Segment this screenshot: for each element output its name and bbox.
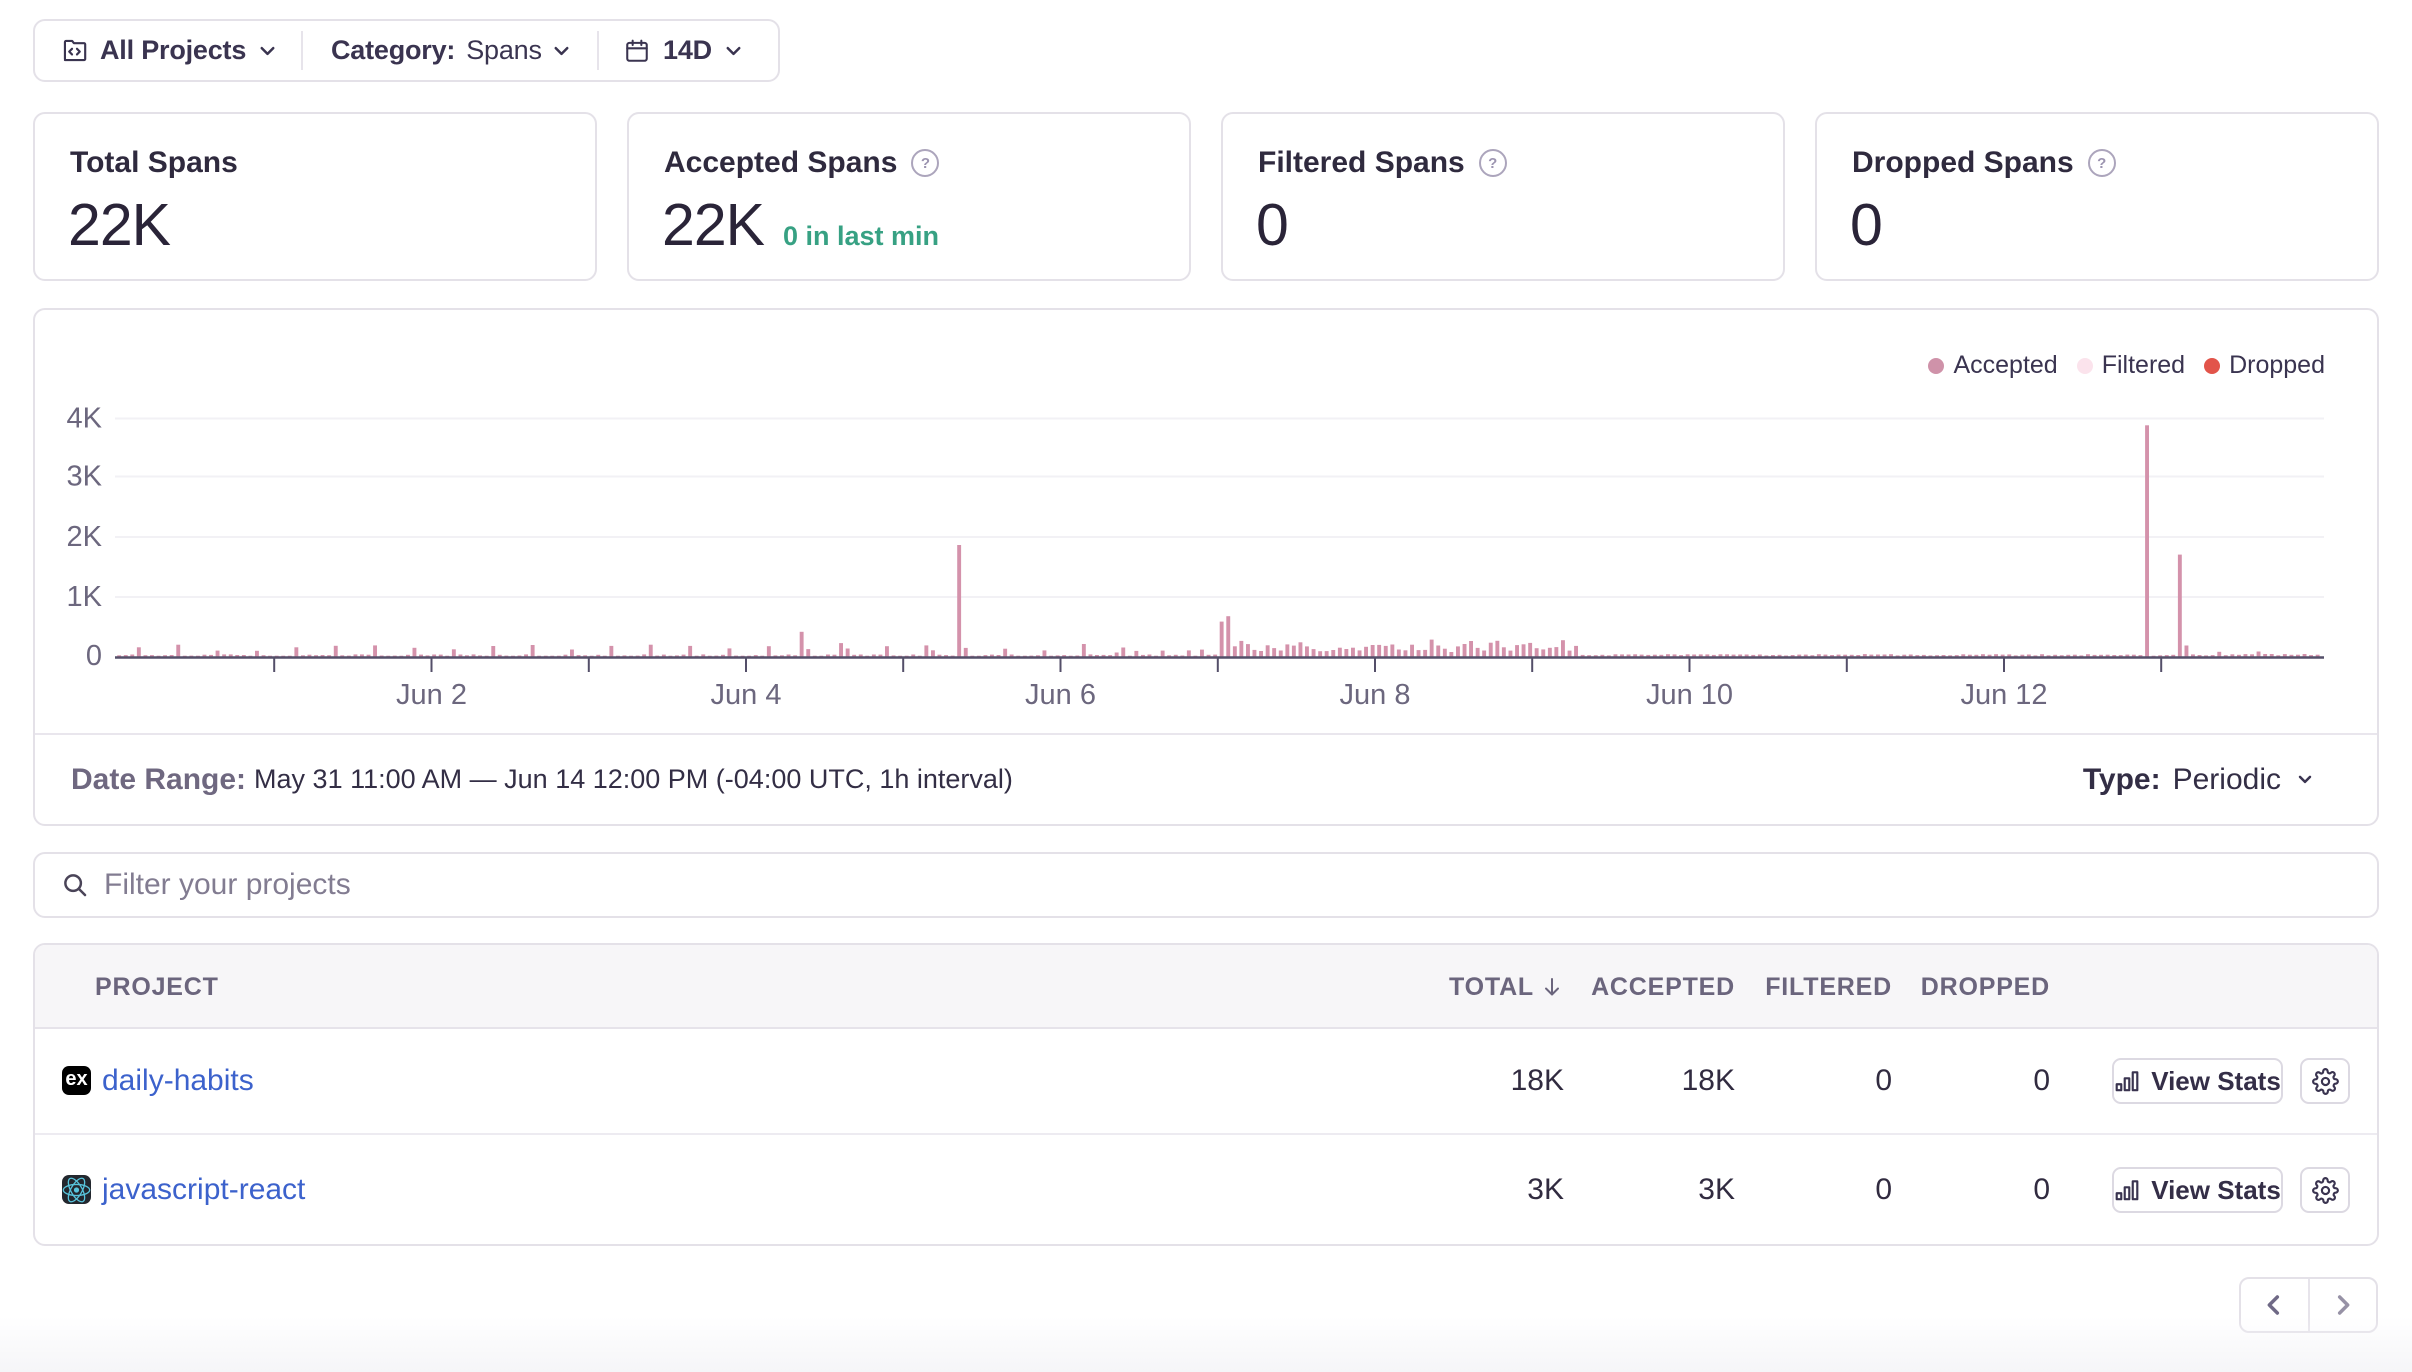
svg-text:2K: 2K [67, 521, 103, 553]
svg-text:1K: 1K [67, 581, 103, 613]
svg-text:0: 0 [86, 640, 102, 672]
svg-text:Jun 2: Jun 2 [396, 679, 467, 711]
svg-text:Jun 12: Jun 12 [1960, 679, 2047, 711]
svg-text:Jun 8: Jun 8 [1340, 679, 1411, 711]
svg-text:Jun 6: Jun 6 [1025, 679, 1096, 711]
svg-text:3K: 3K [67, 461, 103, 493]
svg-text:Jun 4: Jun 4 [711, 679, 782, 711]
svg-text:4K: 4K [67, 403, 103, 435]
svg-text:Jun 10: Jun 10 [1646, 679, 1733, 711]
